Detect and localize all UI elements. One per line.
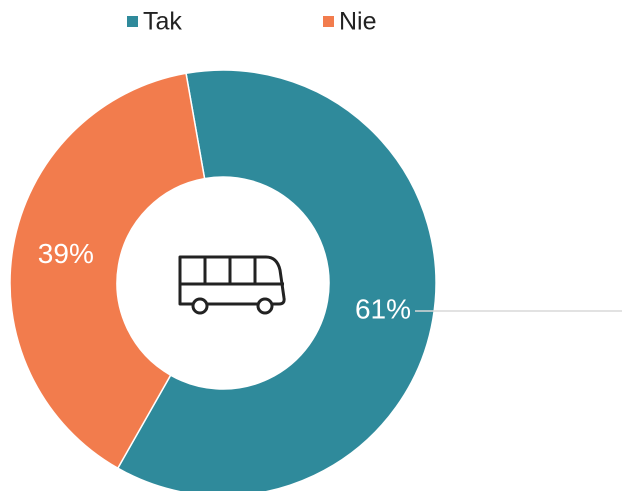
donut-slice xyxy=(9,72,206,470)
bus-icon xyxy=(178,255,286,315)
data-label: 61% xyxy=(355,293,411,324)
legend-swatch xyxy=(127,16,138,27)
donut-slice xyxy=(116,69,437,491)
legend-label: Tak xyxy=(143,8,182,36)
data-label: 39% xyxy=(38,238,94,269)
legend-swatch xyxy=(323,16,334,27)
legend-label: Nie xyxy=(339,8,377,36)
